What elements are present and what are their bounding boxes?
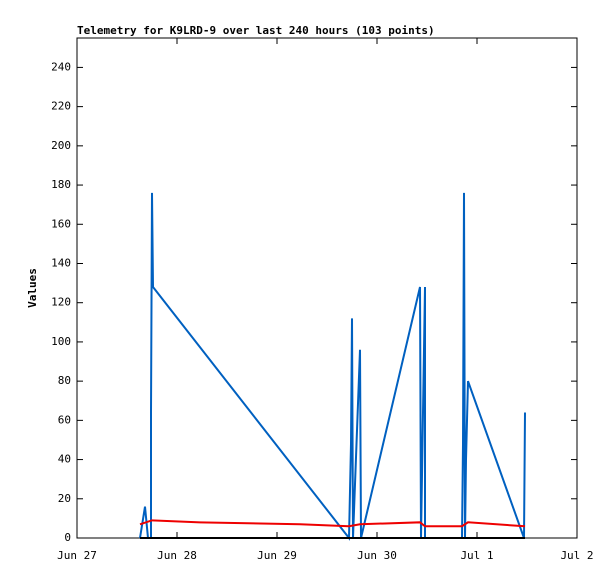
y-tick-label: 80 [58, 374, 71, 387]
x-tick-label: Jun 28 [157, 549, 197, 562]
x-tick-label: Jun 30 [357, 549, 397, 562]
chart-title: Telemetry for K9LRD-9 over last 240 hour… [77, 24, 435, 37]
x-tick-label: Jun 27 [57, 549, 97, 562]
y-tick-label: 160 [51, 217, 71, 230]
y-axis-label: Values [26, 268, 39, 308]
y-tick-label: 240 [51, 60, 71, 73]
y-tick-label: 200 [51, 139, 71, 152]
y-tick-label: 60 [58, 413, 71, 426]
y-tick-label: 140 [51, 256, 71, 269]
y-tick-label: 220 [51, 100, 71, 113]
y-tick-label: 40 [58, 453, 71, 466]
y-tick-label: 20 [58, 492, 71, 505]
x-tick-label: Jul 2 [560, 549, 593, 562]
y-tick-label: 180 [51, 178, 71, 191]
y-tick-label: 100 [51, 335, 71, 348]
series-line [139, 192, 526, 541]
y-tick-label: 0 [64, 531, 71, 544]
x-tick-label: Jun 29 [257, 549, 297, 562]
series-line [139, 519, 526, 528]
y-tick-label: 120 [51, 296, 71, 309]
x-tick-label: Jul 1 [460, 549, 493, 562]
